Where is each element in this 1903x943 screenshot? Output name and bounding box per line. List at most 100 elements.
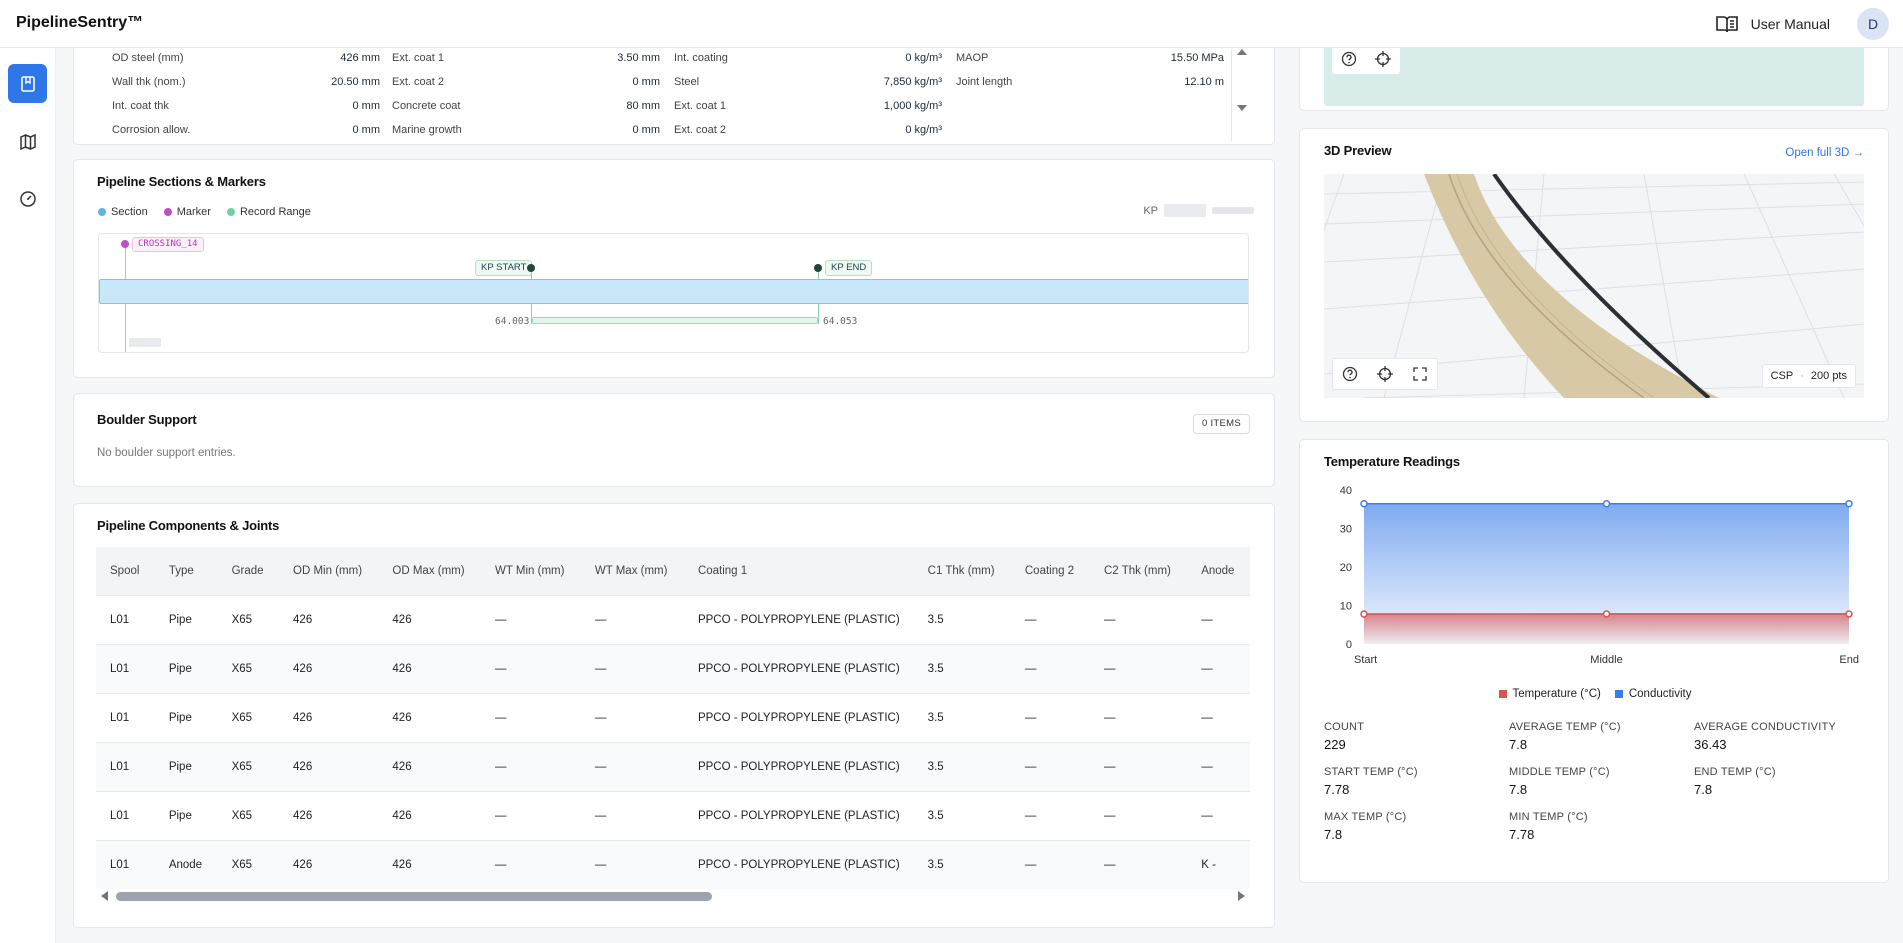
scroll-up-icon[interactable]	[1237, 47, 1247, 55]
legend-dot	[226, 208, 235, 217]
properties-grid[interactable]: OD steel (mm) 426 mm Wall thk (nom.) 20.50…	[74, 49, 1244, 143]
avatar[interactable]: D	[1857, 8, 1889, 40]
legend-temperature[interactable]: Temperature (°C)	[1498, 688, 1601, 700]
table-row[interactable]: L01 Pipe X65 426 426— — PPCO - POLYPROPYLENE (…	[96, 692, 1250, 742]
sections-track[interactable]: CROSSING_14 KP START KP END 64.003 64.05…	[98, 233, 1249, 353]
table-cell: Pipe	[154, 594, 218, 644]
scroll-down-icon[interactable]	[1237, 105, 1247, 113]
stat-value: 7.8	[1324, 827, 1343, 842]
table-cell: PPCO - POLYPROPYLENE (PLASTIC)	[683, 741, 914, 791]
crosshair-icon[interactable]	[1376, 366, 1393, 382]
table-cell: X65	[217, 741, 280, 791]
kp-start-value: 64.003	[495, 316, 530, 327]
table-cell: L01	[96, 692, 155, 742]
prop-value: 0 kg/m³	[905, 52, 942, 64]
col-header[interactable]: Coating 1	[683, 547, 914, 595]
components-table-viewport[interactable]: Spool Type Grade OD Min (mm) OD Max (mm)…	[96, 547, 1250, 893]
col-header[interactable]: Spool	[96, 547, 155, 595]
legend-conductivity[interactable]: Conductivity	[1614, 688, 1691, 700]
table-cell: —	[1090, 839, 1188, 889]
horizontal-scrollbar[interactable]	[96, 886, 1250, 906]
preview-separator: ·	[1800, 370, 1804, 382]
stat-item: START TEMP (°C) 7.78	[1324, 766, 1509, 797]
col-header[interactable]: Coating 2	[1010, 547, 1090, 595]
table-cell: 426	[279, 839, 379, 889]
open-full-3d-link[interactable]: Open full 3D →	[1785, 147, 1864, 159]
col-header[interactable]: C1 Thk (mm)	[913, 547, 1011, 595]
prop-label: Joint length	[956, 76, 1013, 88]
prop-value: 20.50 mm	[331, 76, 380, 88]
table-cell: L01	[96, 741, 155, 791]
fullscreen-icon[interactable]	[1412, 366, 1428, 382]
user-manual-link[interactable]: User Manual	[1715, 14, 1830, 34]
table-cell: —	[481, 741, 581, 791]
y-tick-label: 10	[1340, 601, 1352, 613]
series-area	[1364, 503, 1849, 644]
table-cell: —	[481, 839, 581, 889]
stat-item: END TEMP (°C) 7.8	[1694, 766, 1879, 797]
kp-label: KP	[1143, 204, 1158, 217]
record-range-bar[interactable]	[532, 317, 818, 324]
preview-canvas[interactable]: CSP · 200 pts	[1324, 174, 1864, 398]
stat-item: MIDDLE TEMP (°C) 7.8	[1509, 766, 1694, 797]
brand-logo[interactable]: PipelineSentry™	[16, 14, 144, 31]
x-tick-label: Middle	[1590, 654, 1622, 666]
table-row[interactable]: L01 Pipe X65 426 426— — PPCO - POLYPROPYLENE (…	[96, 594, 1250, 644]
prop-label: Corrosion allow.	[112, 124, 191, 136]
col-header[interactable]: WT Max (mm)	[580, 547, 684, 595]
data-point	[1845, 499, 1853, 508]
temperature-chart[interactable]: 0 10 20 30 40 Start Middle End	[1324, 482, 1864, 672]
table-cell: —	[1090, 594, 1188, 644]
stat-value: 7.78	[1509, 827, 1535, 842]
table-row[interactable]: L01 Pipe X65 426 426— — PPCO - POLYPROPYLENE (…	[96, 790, 1250, 840]
col-header[interactable]: C2 Thk (mm)	[1090, 547, 1188, 595]
boulder-title: Boulder Support	[97, 412, 197, 427]
table-cell: —	[1090, 692, 1188, 742]
table-cell: K -	[1187, 839, 1250, 889]
help-icon[interactable]	[1341, 51, 1357, 67]
kp-end-dot[interactable]	[814, 264, 822, 272]
table-cell: —	[481, 594, 581, 644]
scroll-left-icon[interactable]	[100, 891, 108, 901]
col-header[interactable]: WT Min (mm)	[481, 547, 581, 595]
book-icon	[1715, 16, 1738, 33]
help-icon[interactable]	[1342, 366, 1358, 382]
table-row[interactable]: L01 Anode X65 426 426— — PPCO - POLYPROPYLENE …	[96, 839, 1250, 889]
legend-swatch	[1614, 689, 1623, 698]
table-cell: —	[481, 790, 581, 840]
marker-dot[interactable]	[121, 240, 129, 248]
crosshair-icon[interactable]	[1375, 51, 1391, 67]
table-cell: 3.5	[913, 839, 1011, 889]
legend-swatch	[1498, 689, 1507, 698]
col-header[interactable]: OD Max (mm)	[378, 547, 482, 595]
scroll-right-icon[interactable]	[1238, 891, 1246, 901]
map-view[interactable]	[1324, 41, 1864, 106]
col-header[interactable]: Anode	[1187, 547, 1250, 595]
y-tick-label: 20	[1340, 562, 1352, 574]
nav-dashboard-button[interactable]	[8, 179, 47, 218]
scrollbar-track[interactable]	[1231, 49, 1232, 141]
prop-value: 0 mm	[352, 100, 381, 112]
table-row[interactable]: L01 Pipe X65 426 426— — PPCO - POLYPROPYLENE (…	[96, 643, 1250, 693]
col-header[interactable]: OD Min (mm)	[279, 547, 379, 595]
table-cell: —	[481, 692, 581, 742]
preview-card: 3D Preview Open full 3D → CSP · 200 pts	[1299, 128, 1889, 422]
temperature-card: Temperature Readings 0 10 20 30 40 Start Middl…	[1299, 439, 1889, 883]
table-cell: X65	[217, 790, 280, 840]
data-point	[1602, 610, 1611, 618]
col-header[interactable]: Type	[154, 547, 218, 595]
nav-map-button[interactable]	[8, 122, 47, 161]
kp-start-dot[interactable]	[527, 264, 535, 272]
prop-label: MAOP	[956, 52, 989, 64]
prop-label: Marine growth	[392, 124, 462, 136]
table-cell: 426	[378, 790, 482, 840]
preview-title: 3D Preview	[1324, 143, 1392, 158]
table-row[interactable]: L01 Pipe X65 426 426— — PPCO - POLYPROPYLENE (…	[96, 741, 1250, 791]
marker-label[interactable]: CROSSING_14	[132, 237, 204, 252]
nav-book-button[interactable]	[8, 64, 47, 103]
col-header[interactable]: Grade	[217, 547, 280, 595]
kp-value-blurred	[1212, 207, 1254, 214]
table-cell: —	[580, 594, 684, 644]
section-bar[interactable]	[99, 279, 1248, 304]
scrollbar-thumb[interactable]	[116, 892, 712, 901]
